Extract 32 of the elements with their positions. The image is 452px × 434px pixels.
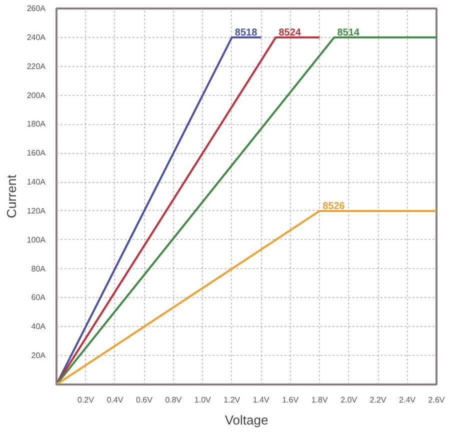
y-tick-label: 40A bbox=[31, 322, 46, 332]
x-tick-label: 1.6V bbox=[282, 396, 300, 404]
x-tick-label: 1.8V bbox=[311, 396, 328, 404]
y-tick-label: 100A bbox=[26, 235, 46, 244]
y-tick-label: 240A bbox=[26, 32, 46, 42]
y-tick-label: 20A bbox=[31, 351, 46, 360]
y-tick-label: 120A bbox=[26, 206, 46, 216]
x-tick-label: 2.2V bbox=[370, 396, 387, 404]
x-tick-label: 0.6V bbox=[136, 396, 154, 404]
y-axis-title: Current bbox=[4, 174, 19, 218]
series-label: 8514 bbox=[337, 27, 360, 38]
y-tick-label: 180A bbox=[26, 120, 46, 129]
x-tick-label: 2.6V bbox=[428, 396, 446, 404]
y-tick-label: 160A bbox=[26, 148, 46, 158]
series-label: 8526 bbox=[322, 200, 346, 212]
x-tick-label: 1.0V bbox=[194, 396, 212, 404]
series-label: 8524 bbox=[278, 27, 302, 38]
x-tick-label: 0.4V bbox=[106, 396, 124, 404]
x-tick-label: 2.4V bbox=[399, 396, 416, 404]
x-tick-label: 1.2V bbox=[224, 396, 241, 404]
x-tick-label: 0.8V bbox=[165, 396, 182, 404]
y-tick-label: 60A bbox=[31, 293, 46, 302]
x-tick-label: 0.2V bbox=[78, 396, 95, 404]
x-tick-label: 1.4V bbox=[252, 396, 270, 404]
x-tick-label: 2.0V bbox=[340, 396, 358, 404]
y-tick-label: 220A bbox=[26, 62, 46, 71]
y-tick-label: 260A bbox=[26, 4, 46, 13]
y-tick-label: 140A bbox=[26, 178, 46, 187]
series-label: 8518 bbox=[234, 27, 258, 38]
y-tick-label: 80A bbox=[31, 264, 46, 274]
y-tick-label: 200A bbox=[26, 90, 46, 100]
x-axis-title: Voltage bbox=[224, 412, 268, 428]
